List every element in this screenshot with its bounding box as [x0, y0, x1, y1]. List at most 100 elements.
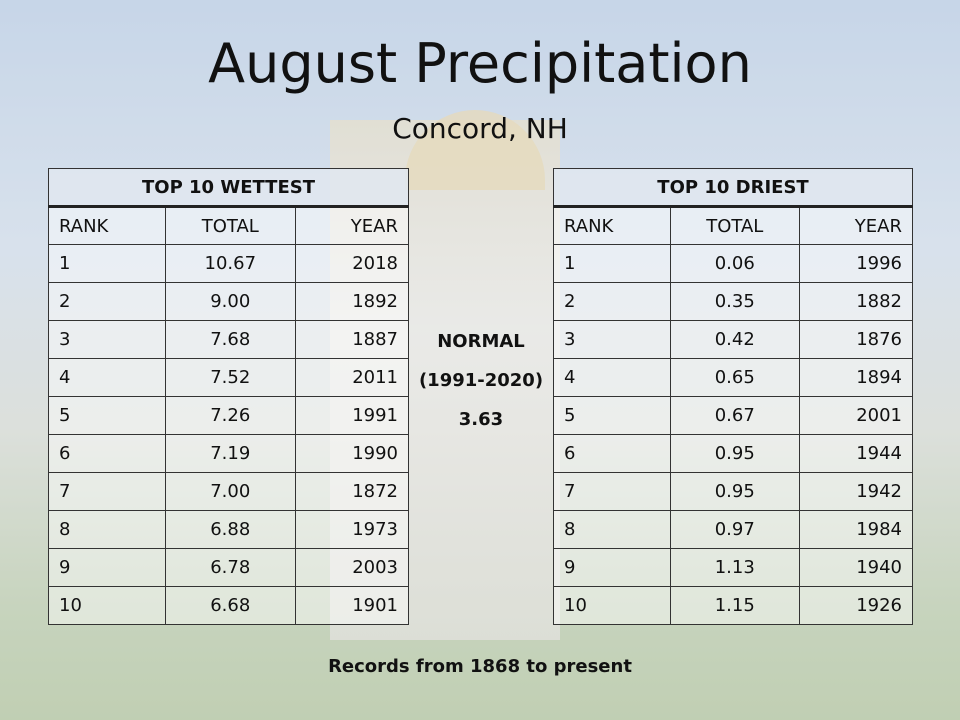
table-cell: 6.68 — [164, 586, 296, 625]
table-cell: 1872 — [294, 472, 410, 511]
row: 8 0.97 1984 — [553, 510, 914, 549]
table-cell: 1973 — [294, 510, 410, 549]
row: 5 7.26 1991 — [48, 396, 410, 435]
table-title: TOP 10 WETTEST — [48, 168, 409, 208]
column-header: TOTAL — [164, 206, 296, 245]
table-cell: 2018 — [294, 244, 410, 283]
table-cell: 0.67 — [669, 396, 800, 435]
table-cell: 1926 — [798, 586, 914, 625]
title: August Precipitation — [208, 32, 752, 95]
table-cell: 1940 — [798, 548, 914, 587]
table-cell: 1944 — [798, 434, 914, 473]
table-cell: 2011 — [294, 358, 410, 397]
table-cell: 9 — [48, 548, 166, 587]
table-cell: 3 — [553, 320, 671, 359]
table-cell: 3 — [48, 320, 166, 359]
row: 6 0.95 1944 — [553, 434, 914, 473]
table-cell: 1984 — [798, 510, 914, 549]
row: 4 0.65 1894 — [553, 358, 914, 397]
table-cell: 1991 — [294, 396, 410, 435]
table-cell: 1990 — [294, 434, 410, 473]
table-cell: 1876 — [798, 320, 914, 359]
row: 1 0.06 1996 — [553, 244, 914, 283]
table-cell: 10 — [48, 586, 166, 625]
row: RANK TOTAL YEAR — [48, 206, 410, 245]
subtitle: Concord, NH — [392, 112, 568, 145]
table-cell: 1887 — [294, 320, 410, 359]
row: 10 1.15 1926 — [553, 586, 914, 625]
table-cell: 6 — [553, 434, 671, 473]
driest-table: TOP 10 DRIEST RANK TOTAL YEAR 1 0.06 1996 2 0.35… — [553, 168, 914, 625]
table-cell: 7.52 — [164, 358, 296, 397]
table-cell: 1 — [553, 244, 671, 283]
table-cell: 7 — [553, 472, 671, 511]
table-cell: 9.00 — [164, 282, 296, 321]
table-cell: 6.88 — [164, 510, 296, 549]
row: TOP 10 DRIEST — [553, 168, 913, 208]
table-cell: 5 — [553, 396, 671, 435]
row: 8 6.88 1973 — [48, 510, 410, 549]
normal-label: NORMAL — [437, 331, 525, 352]
table-cell: 10 — [553, 586, 671, 625]
row: 2 9.00 1892 — [48, 282, 410, 321]
table-cell: 0.35 — [669, 282, 800, 321]
row: TOP 10 WETTEST — [48, 168, 409, 208]
table-cell: 1.13 — [669, 548, 800, 587]
table-cell: 1892 — [294, 282, 410, 321]
table-cell: 0.65 — [669, 358, 800, 397]
table-cell: 1996 — [798, 244, 914, 283]
table-cell: 1942 — [798, 472, 914, 511]
table-cell: 0.95 — [669, 434, 800, 473]
row: 9 6.78 2003 — [48, 548, 410, 587]
row: 6 7.19 1990 — [48, 434, 410, 473]
table-cell: 8 — [48, 510, 166, 549]
table-cell: 5 — [48, 396, 166, 435]
table-cell: 9 — [553, 548, 671, 587]
row: 7 0.95 1942 — [553, 472, 914, 511]
table-cell: 7.26 — [164, 396, 296, 435]
column-header: YEAR — [294, 206, 410, 245]
table-cell: 1894 — [798, 358, 914, 397]
table-cell: 1 — [48, 244, 166, 283]
row: 7 7.00 1872 — [48, 472, 410, 511]
column-header: TOTAL — [669, 206, 800, 245]
column-header: RANK — [48, 206, 166, 245]
table-cell: 6 — [48, 434, 166, 473]
wettest-table: TOP 10 WETTEST RANK TOTAL YEAR 1 10.67 2018 2 9.… — [48, 168, 410, 625]
row: 3 0.42 1876 — [553, 320, 914, 359]
table-cell: 4 — [553, 358, 671, 397]
table-cell: 6.78 — [164, 548, 296, 587]
table-cell: 2 — [48, 282, 166, 321]
table-cell: 1.15 — [669, 586, 800, 625]
footnote: Records from 1868 to present — [328, 656, 632, 677]
row: 10 6.68 1901 — [48, 586, 410, 625]
table-cell: 7.68 — [164, 320, 296, 359]
table-title: TOP 10 DRIEST — [553, 168, 913, 208]
table-cell: 7.19 — [164, 434, 296, 473]
row: 3 7.68 1887 — [48, 320, 410, 359]
row: 4 7.52 2011 — [48, 358, 410, 397]
normal-value: 3.63 — [458, 409, 504, 430]
row: RANK TOTAL YEAR — [553, 206, 914, 245]
row: 5 0.67 2001 — [553, 396, 914, 435]
table-cell: 1901 — [294, 586, 410, 625]
table-cell: 2003 — [294, 548, 410, 587]
table-cell: 7 — [48, 472, 166, 511]
table-cell: 0.95 — [669, 472, 800, 511]
table-cell: 10.67 — [164, 244, 296, 283]
table-cell: 2 — [553, 282, 671, 321]
table-cell: 8 — [553, 510, 671, 549]
row: 1 10.67 2018 — [48, 244, 410, 283]
table-cell: 4 — [48, 358, 166, 397]
table-cell: 0.97 — [669, 510, 800, 549]
table-cell: 0.06 — [669, 244, 800, 283]
table-cell: 2001 — [798, 396, 914, 435]
table-cell: 0.42 — [669, 320, 800, 359]
table-cell: 7.00 — [164, 472, 296, 511]
row: 9 1.13 1940 — [553, 548, 914, 587]
table-cell: 1882 — [798, 282, 914, 321]
column-header: YEAR — [798, 206, 914, 245]
row: 2 0.35 1882 — [553, 282, 914, 321]
normal-period: (1991-2020) — [418, 370, 544, 391]
